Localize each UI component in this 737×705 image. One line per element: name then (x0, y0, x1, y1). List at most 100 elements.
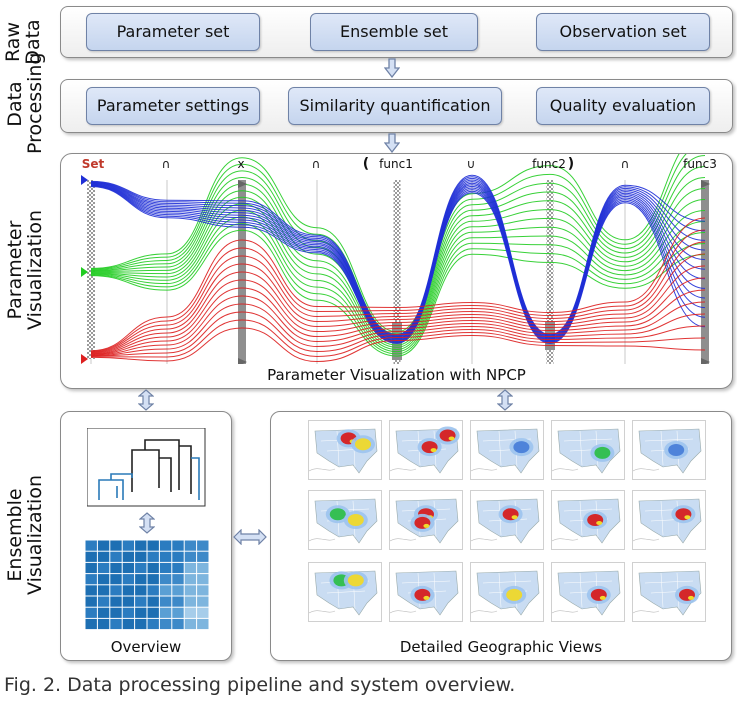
overview-grid-cell[interactable] (197, 596, 209, 607)
axis-handle-triangle[interactable] (701, 180, 710, 188)
overview-grid-cell[interactable] (110, 596, 122, 607)
geographic-map-thumbnail[interactable] (551, 420, 625, 480)
overview-grid-cell[interactable] (135, 540, 147, 551)
overview-grid-cell[interactable] (85, 618, 97, 630)
overview-grid-cell[interactable] (97, 574, 110, 585)
overview-grid-cell[interactable] (159, 596, 172, 607)
overview-grid-cell[interactable] (97, 540, 110, 551)
red-polyline[interactable] (90, 303, 706, 356)
green-polyline[interactable] (90, 223, 706, 355)
overview-grid-cell[interactable] (135, 562, 147, 574)
overview-grid-cell[interactable] (147, 585, 159, 596)
overview-grid-cell[interactable] (147, 574, 159, 585)
overview-grid-cell[interactable] (85, 551, 97, 562)
overview-grid-cell[interactable] (184, 540, 197, 551)
overview-grid-cell[interactable] (122, 596, 135, 607)
overview-grid-cell[interactable] (184, 607, 197, 618)
overview-grid-cell[interactable] (85, 585, 97, 596)
overview-grid-cell[interactable] (110, 574, 122, 585)
geographic-map-thumbnail[interactable] (470, 562, 544, 622)
red-polyline[interactable] (90, 311, 706, 357)
overview-grid-cell[interactable] (184, 574, 197, 585)
geographic-map-thumbnail[interactable] (551, 490, 625, 550)
overview-grid-cell[interactable] (110, 607, 122, 618)
overview-grid-cell[interactable] (159, 551, 172, 562)
overview-grid-cell[interactable] (122, 585, 135, 596)
overview-grid-cell[interactable] (97, 607, 110, 618)
overview-grid-cell[interactable] (110, 551, 122, 562)
axis-handle-triangle[interactable] (238, 358, 247, 364)
green-polyline[interactable] (90, 216, 706, 353)
overview-grid-cell[interactable] (197, 562, 209, 574)
red-polyline[interactable] (90, 287, 706, 355)
axis-handle-triangle[interactable] (238, 180, 247, 188)
overview-grid-cell[interactable] (135, 607, 147, 618)
red-polyline[interactable] (90, 217, 706, 352)
overview-grid-cell[interactable] (122, 540, 135, 551)
overview-grid-cell[interactable] (172, 596, 184, 607)
overview-grid-cell[interactable] (184, 562, 197, 574)
overview-grid-cell[interactable] (172, 618, 184, 630)
overview-grid-cell[interactable] (172, 585, 184, 596)
overview-grid-cell[interactable] (122, 562, 135, 574)
overview-grid-cell[interactable] (97, 562, 110, 574)
overview-grid-cell[interactable] (135, 585, 147, 596)
overview-grid-cell[interactable] (197, 540, 209, 551)
overview-grid-cell[interactable] (135, 596, 147, 607)
geographic-map-thumbnail[interactable] (632, 420, 706, 480)
overview-grid-cell[interactable] (172, 574, 184, 585)
overview-grid-cell[interactable] (147, 540, 159, 551)
geographic-map-thumbnail[interactable] (308, 562, 382, 622)
overview-grid-cell[interactable] (159, 574, 172, 585)
axis-handle-triangle[interactable] (701, 358, 710, 364)
overview-grid-cell[interactable] (184, 618, 197, 630)
set-marker-triangle[interactable] (81, 267, 88, 277)
npcp-axis-bar[interactable] (701, 180, 709, 364)
overview-grid-cell[interactable] (135, 574, 147, 585)
overview-grid-cell[interactable] (147, 596, 159, 607)
overview-grid-cell[interactable] (172, 607, 184, 618)
overview-grid-cell[interactable] (85, 596, 97, 607)
geographic-map-thumbnail[interactable] (470, 490, 544, 550)
green-polyline[interactable] (90, 209, 706, 351)
overview-grid-cell[interactable] (159, 562, 172, 574)
overview-grid-cell[interactable] (159, 585, 172, 596)
red-polyline[interactable] (90, 277, 706, 355)
overview-grid-cell[interactable] (147, 562, 159, 574)
red-polyline[interactable] (90, 265, 706, 354)
red-polyline[interactable] (90, 241, 706, 353)
red-polyline[interactable] (90, 253, 706, 353)
npcp-axis-bar[interactable] (393, 180, 401, 364)
geographic-map-thumbnail[interactable] (389, 562, 463, 622)
overview-grid-cell[interactable] (159, 618, 172, 630)
blue-polyline[interactable] (90, 186, 706, 344)
overview-grid-cell[interactable] (122, 618, 135, 630)
overview-grid-cell[interactable] (135, 618, 147, 630)
red-polyline[interactable] (90, 229, 706, 352)
overview-grid-cell[interactable] (122, 607, 135, 618)
npcp-axis-bar[interactable] (546, 180, 554, 364)
overview-grid-cell[interactable] (135, 551, 147, 562)
geographic-map-thumbnail[interactable] (389, 490, 463, 550)
set-marker-triangle[interactable] (81, 175, 88, 185)
green-polyline[interactable] (90, 154, 705, 335)
overview-grid-cell[interactable] (197, 607, 209, 618)
overview-grid-cell[interactable] (85, 574, 97, 585)
geographic-map-thumbnail[interactable] (632, 562, 706, 622)
overview-grid-cell[interactable] (184, 551, 197, 562)
green-polyline[interactable] (90, 196, 706, 346)
geographic-map-thumbnail[interactable] (308, 490, 382, 550)
geographic-map-thumbnail[interactable] (308, 420, 382, 480)
overview-grid-cell[interactable] (97, 596, 110, 607)
overview-grid-cell[interactable] (172, 562, 184, 574)
red-polyline[interactable] (90, 319, 706, 358)
overview-grid-cell[interactable] (184, 596, 197, 607)
overview-grid-cell[interactable] (147, 618, 159, 630)
overview-grid-cell[interactable] (159, 540, 172, 551)
overview-grid-cell[interactable] (97, 618, 110, 630)
overview-grid-cell[interactable] (85, 540, 97, 551)
overview-grid-cell[interactable] (97, 551, 110, 562)
overview-grid-cell[interactable] (147, 551, 159, 562)
overview-grid-cell[interactable] (197, 551, 209, 562)
overview-grid-cell[interactable] (172, 540, 184, 551)
